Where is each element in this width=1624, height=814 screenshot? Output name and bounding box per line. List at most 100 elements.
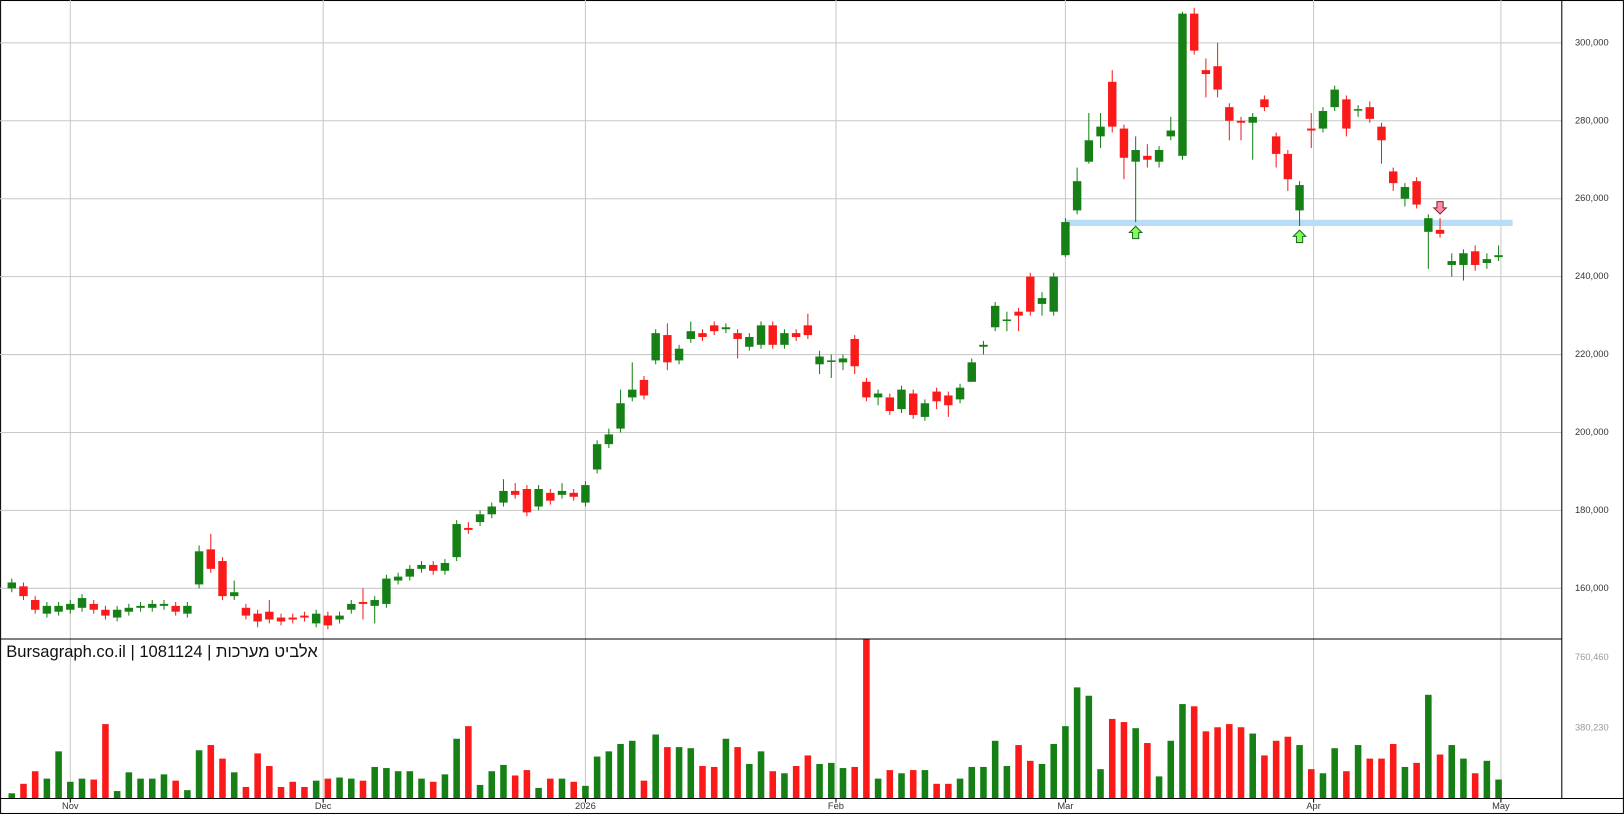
- volume-bar: [769, 771, 777, 799]
- volume-bar: [242, 786, 250, 799]
- volume-bar: [383, 768, 390, 799]
- volume-bar: [582, 785, 589, 799]
- volume-bar: [348, 778, 355, 799]
- volume-bar: [1155, 776, 1163, 799]
- volume-bar: [230, 772, 238, 799]
- candle-body: [756, 325, 766, 345]
- volume-bar: [675, 747, 683, 799]
- volume-bar: [254, 753, 261, 799]
- candle-body: [265, 611, 274, 620]
- candle-body: [944, 395, 953, 406]
- candle-body: [183, 605, 192, 614]
- volume-bar: [1296, 745, 1303, 799]
- volume-bar: [1214, 727, 1221, 799]
- volume-bar: [1495, 779, 1502, 799]
- volume-bar: [406, 771, 414, 799]
- volume-bar: [418, 778, 425, 799]
- candle-body: [1026, 276, 1035, 312]
- candle-body: [686, 331, 696, 339]
- volume-bar: [172, 780, 179, 799]
- volume-bar: [1389, 743, 1397, 799]
- volume-bar: [570, 781, 577, 799]
- volume-bar: [1038, 763, 1046, 799]
- volume-bar: [1413, 762, 1420, 799]
- candle-body: [335, 615, 344, 620]
- volume-bar: [324, 778, 332, 799]
- volume-bar: [874, 778, 882, 799]
- candle-body: [1049, 276, 1058, 312]
- candle-body: [604, 434, 614, 445]
- volume-bar: [312, 780, 320, 799]
- candle-body: [791, 333, 801, 338]
- candle-body: [920, 403, 930, 417]
- volume-bar: [1027, 760, 1034, 799]
- volume-bar: [1249, 733, 1257, 799]
- plot: [0, 0, 1562, 799]
- volume-bar: [113, 791, 121, 799]
- volume-bar: [558, 778, 566, 799]
- y-tick-label: 160,000: [1575, 583, 1609, 593]
- candle-body: [311, 613, 321, 624]
- volume-bar: [1354, 745, 1362, 799]
- volume-bar: [593, 756, 601, 799]
- volume-bar: [1003, 766, 1011, 799]
- volume-bar: [909, 770, 917, 799]
- volume-bar: [359, 780, 367, 799]
- volume-bar: [945, 783, 952, 799]
- volume-bar: [535, 787, 542, 799]
- candle-body: [557, 490, 567, 495]
- candle-body: [464, 527, 473, 530]
- volume-bar: [1120, 722, 1128, 799]
- volume-bar: [1237, 727, 1245, 799]
- candle-body: [1248, 116, 1257, 123]
- candle-body: [1189, 13, 1199, 51]
- volume-bar: [1073, 687, 1081, 799]
- candle-body: [1084, 140, 1094, 162]
- candle-body: [780, 333, 789, 345]
- candle-body: [873, 393, 883, 398]
- candle-body: [300, 615, 309, 618]
- volume-bar: [1460, 758, 1467, 799]
- y-tick-label: 180,000: [1575, 505, 1609, 515]
- volume-bar: [886, 770, 894, 799]
- volume-bar: [1132, 728, 1139, 799]
- volume-bar: [956, 778, 964, 799]
- volume-bar: [184, 790, 191, 799]
- candle-body: [733, 333, 742, 339]
- volume-bar: [734, 747, 741, 799]
- candle-body: [276, 617, 286, 622]
- y-tick-label: 220,000: [1575, 349, 1609, 359]
- volume-bar: [1448, 745, 1456, 799]
- volume-bar: [511, 775, 519, 799]
- candle-body: [487, 506, 496, 515]
- candle-body: [229, 592, 239, 597]
- candle-body: [358, 601, 368, 604]
- volume-bar: [1015, 745, 1022, 799]
- volume-bar: [1378, 758, 1385, 799]
- watermark: Bursagraph.co.il | 1081124 | אלביט מערכו…: [6, 642, 318, 661]
- candle-body: [1260, 99, 1269, 108]
- volume-bar: [699, 766, 706, 799]
- candle-body: [827, 360, 836, 362]
- candle-body: [393, 576, 403, 581]
- volume-bar: [804, 755, 812, 799]
- candle-body: [452, 524, 461, 558]
- volume-bar: [8, 793, 16, 799]
- volume-bar: [55, 751, 62, 799]
- volume-bar: [746, 763, 753, 799]
- x-tick-label: Dec: [315, 801, 332, 811]
- volume-bar: [476, 784, 484, 799]
- volume-bar: [781, 773, 788, 799]
- volume-bar: [933, 783, 940, 799]
- candle-body: [862, 381, 871, 398]
- volume-bar: [289, 781, 297, 799]
- volume-bar: [628, 740, 636, 799]
- volume-bar: [1471, 773, 1479, 799]
- volume-bar: [394, 771, 402, 799]
- candle-body: [1494, 255, 1503, 258]
- candle-body: [347, 603, 356, 610]
- candle-body: [979, 344, 988, 347]
- candle-body: [112, 609, 122, 618]
- candle-body: [639, 379, 649, 396]
- volume-bar: [1425, 694, 1432, 799]
